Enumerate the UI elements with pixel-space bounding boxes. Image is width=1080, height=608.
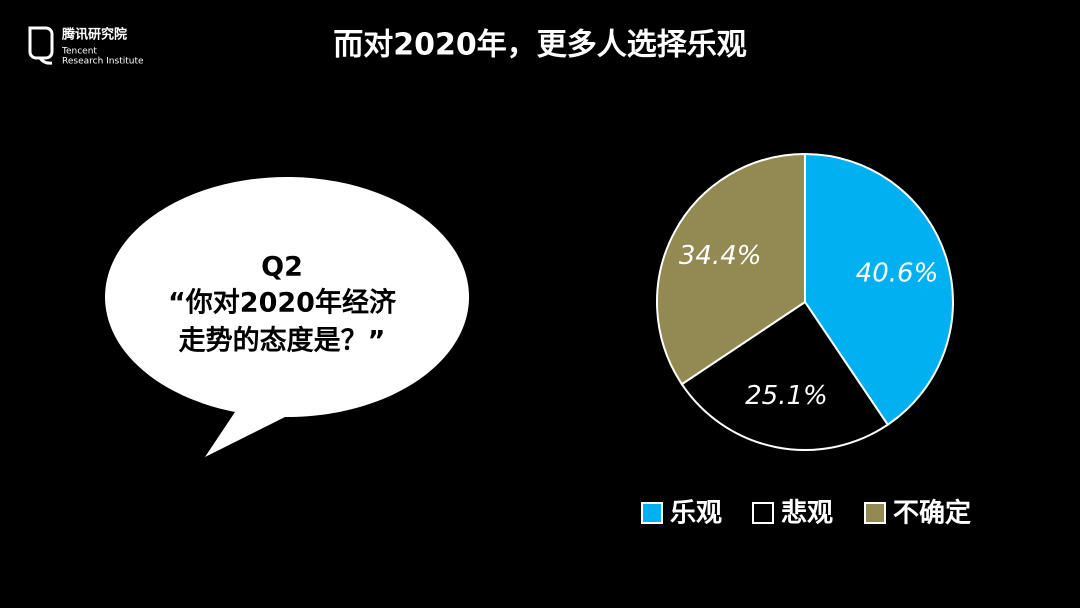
chart-title: 而对2020年，更多人选择乐观 [333, 28, 747, 63]
logo: 腾讯研究院 Tencent Research Institute [28, 26, 144, 67]
data-label: 25.1% [745, 381, 828, 411]
speech-bubble [105, 177, 470, 458]
data-label: 40.6% [856, 258, 939, 288]
pie-slice [680, 300, 890, 451]
legend-swatch [752, 502, 774, 524]
logo-line: Research Institute [62, 57, 144, 67]
data-label: 34.4% [679, 241, 762, 271]
legend-label: 乐观 [670, 499, 722, 529]
bubble-text: Q2 [261, 252, 303, 283]
pie-slice [656, 152, 806, 386]
legend-label: 悲观 [781, 498, 833, 529]
logo-icon [28, 26, 54, 65]
pie-slice [804, 152, 954, 427]
logo-line: Tencent [61, 47, 97, 57]
bubble-text: “你对2020年经济 [168, 287, 397, 319]
legend-swatch [641, 502, 663, 524]
legend-label: 不确定 [893, 498, 971, 529]
legend-swatch [864, 502, 886, 524]
logo-name: 腾讯研究院 [61, 27, 127, 43]
bubble-text: 走势的态度是？” [179, 325, 386, 357]
